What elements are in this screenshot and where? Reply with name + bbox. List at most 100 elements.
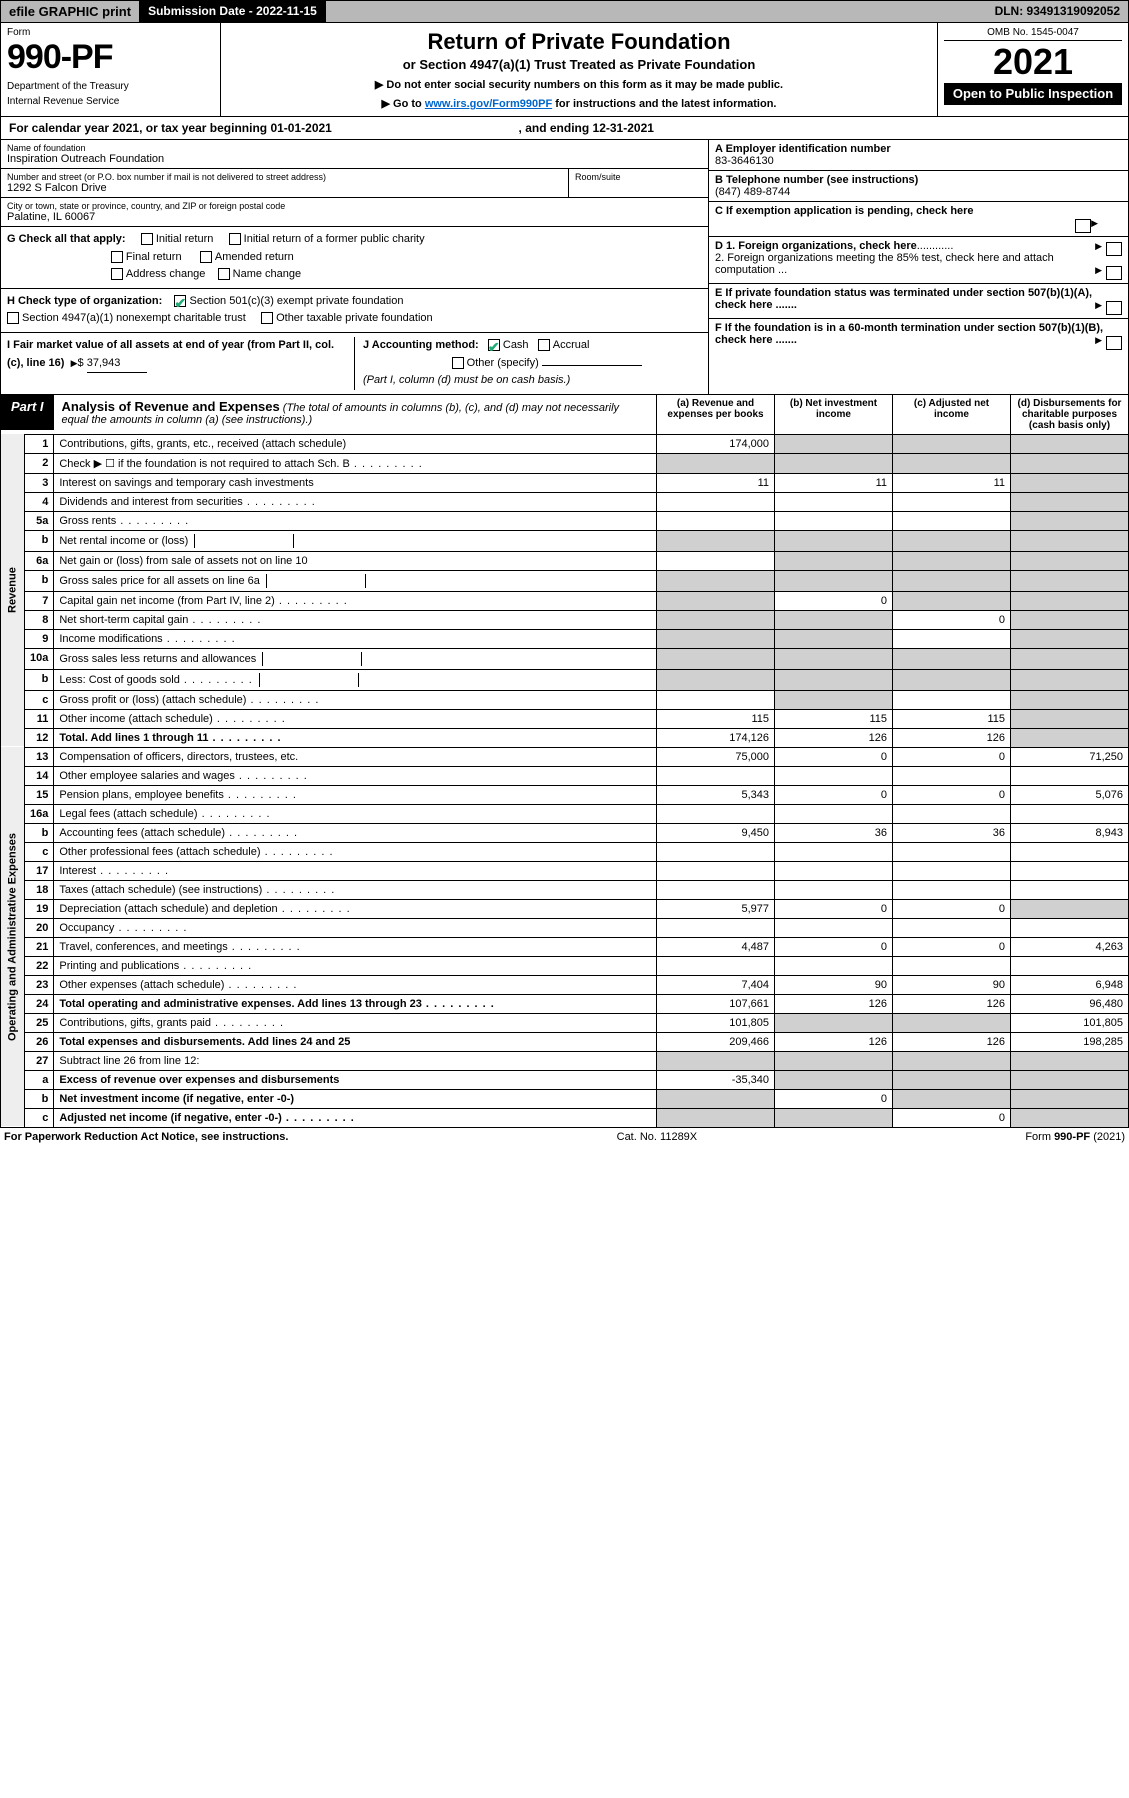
arrow-icon: [1095, 334, 1102, 346]
checkbox-c[interactable]: [1075, 219, 1091, 233]
cell-a: 75,000: [657, 747, 775, 766]
row-desc: Occupancy: [54, 918, 657, 937]
cell-b: [775, 453, 893, 473]
row-desc: Interest on savings and temporary cash i…: [54, 473, 657, 492]
footer-right-bold: 990-PF: [1054, 1131, 1090, 1143]
name-cell: Name of foundation Inspiration Outreach …: [1, 140, 708, 169]
checkbox-cash[interactable]: [488, 339, 500, 351]
cell-c: [893, 842, 1011, 861]
table-row: Revenue1Contributions, gifts, grants, et…: [1, 434, 1129, 453]
checkbox-initial-return[interactable]: [141, 233, 153, 245]
cell-d: [1011, 453, 1129, 473]
form-note1: ▶ Do not enter social security numbers o…: [231, 78, 927, 91]
cell-c: 90: [893, 975, 1011, 994]
e-label: E If private foundation status was termi…: [715, 287, 1092, 311]
cell-a: [657, 861, 775, 880]
checkbox-e[interactable]: [1106, 301, 1122, 315]
checkbox-f[interactable]: [1106, 336, 1122, 350]
row-number: c: [25, 1108, 54, 1127]
cell-b: [775, 511, 893, 530]
cell-a: [657, 629, 775, 648]
cell-d: [1011, 473, 1129, 492]
col-c-header: (c) Adjusted net income: [893, 394, 1011, 434]
checkbox-501c3[interactable]: [174, 295, 186, 307]
g-row: G Check all that apply: Initial return I…: [1, 227, 708, 289]
arrow-icon: [1091, 217, 1098, 229]
checkbox-d1[interactable]: [1106, 242, 1122, 256]
row-number: 19: [25, 899, 54, 918]
row-number: c: [25, 690, 54, 709]
cell-a: 174,000: [657, 434, 775, 453]
cell-d: [1011, 880, 1129, 899]
row-number: b: [25, 1089, 54, 1108]
table-row: 10aGross sales less returns and allowanc…: [1, 648, 1129, 669]
table-row: 24Total operating and administrative exp…: [1, 994, 1129, 1013]
checkbox-accrual[interactable]: [538, 339, 550, 351]
tax-year: 2021: [944, 41, 1122, 83]
cell-c: [893, 629, 1011, 648]
table-row: 7Capital gain net income (from Part IV, …: [1, 591, 1129, 610]
checkbox-amended-return[interactable]: [200, 251, 212, 263]
dept-treasury: Department of the Treasury: [7, 81, 214, 92]
table-row: bNet rental income or (loss): [1, 530, 1129, 551]
checkbox-other-taxable[interactable]: [261, 312, 273, 324]
form-word: Form: [7, 27, 214, 38]
cell-b: [775, 492, 893, 511]
g-opt-0: Initial return: [156, 233, 213, 245]
cell-c: [893, 1051, 1011, 1070]
cell-d: [1011, 861, 1129, 880]
row-number: 17: [25, 861, 54, 880]
row-number: c: [25, 842, 54, 861]
footer-right-pre: Form: [1025, 1131, 1054, 1143]
name-label: Name of foundation: [7, 143, 702, 153]
cell-c: [893, 434, 1011, 453]
table-row: 12Total. Add lines 1 through 11174,12612…: [1, 728, 1129, 747]
cell-c: 0: [893, 785, 1011, 804]
checkbox-4947a1[interactable]: [7, 312, 19, 324]
addr-value: 1292 S Falcon Drive: [7, 182, 562, 194]
j-cash: Cash: [503, 339, 529, 351]
row-desc: Income modifications: [54, 629, 657, 648]
room-cell: Room/suite: [568, 169, 708, 198]
row-number: a: [25, 1070, 54, 1089]
cell-a: [657, 570, 775, 591]
row-number: 25: [25, 1013, 54, 1032]
cell-b: [775, 629, 893, 648]
checkbox-d2[interactable]: [1106, 266, 1122, 280]
row-number: 1: [25, 434, 54, 453]
submission-date: Submission Date - 2022-11-15: [140, 1, 326, 22]
cell-d: [1011, 1089, 1129, 1108]
j-note: (Part I, column (d) must be on cash basi…: [363, 374, 570, 386]
row-desc: Travel, conferences, and meetings: [54, 937, 657, 956]
cell-d: [1011, 766, 1129, 785]
part1-title: Analysis of Revenue and Expenses: [62, 399, 280, 414]
part1-header-row: Part I Analysis of Revenue and Expenses …: [1, 394, 1129, 434]
b-cell: B Telephone number (see instructions) (8…: [709, 171, 1128, 202]
cell-a: [657, 453, 775, 473]
checkbox-other-method[interactable]: [452, 357, 464, 369]
cell-b: [775, 918, 893, 937]
table-row: 3Interest on savings and temporary cash …: [1, 473, 1129, 492]
cell-a: 209,466: [657, 1032, 775, 1051]
checkbox-name-change[interactable]: [218, 268, 230, 280]
cell-c: 115: [893, 709, 1011, 728]
i-block: I Fair market value of all assets at end…: [7, 337, 354, 390]
checkbox-final-return[interactable]: [111, 251, 123, 263]
cell-b: 0: [775, 591, 893, 610]
cell-b: 126: [775, 994, 893, 1013]
room-label: Room/suite: [575, 172, 702, 182]
row-desc: Capital gain net income (from Part IV, l…: [54, 591, 657, 610]
cell-d: [1011, 648, 1129, 669]
row-number: 6a: [25, 551, 54, 570]
cell-b: [775, 648, 893, 669]
table-row: bGross sales price for all assets on lin…: [1, 570, 1129, 591]
cell-c: [893, 956, 1011, 975]
table-row: 9Income modifications: [1, 629, 1129, 648]
checkbox-initial-former[interactable]: [229, 233, 241, 245]
cell-d: 96,480: [1011, 994, 1129, 1013]
row-number: 22: [25, 956, 54, 975]
cell-a: [657, 1051, 775, 1070]
cell-a: [657, 690, 775, 709]
checkbox-address-change[interactable]: [111, 268, 123, 280]
form990pf-link[interactable]: www.irs.gov/Form990PF: [425, 98, 552, 110]
